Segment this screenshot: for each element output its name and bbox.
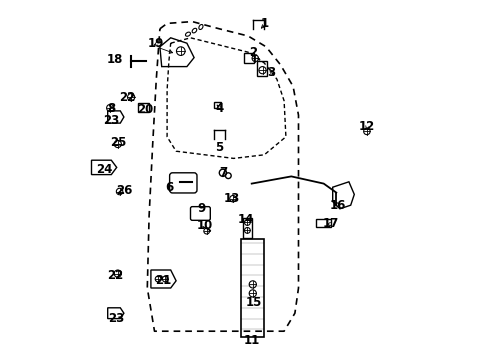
Text: 24: 24: [96, 163, 112, 176]
Text: 13: 13: [224, 192, 240, 204]
Text: 10: 10: [196, 219, 213, 231]
Bar: [213, 102, 221, 108]
Text: 19: 19: [148, 37, 164, 50]
Text: 12: 12: [358, 120, 374, 132]
Text: 1: 1: [260, 17, 268, 30]
Text: 2: 2: [249, 46, 257, 59]
Text: 7: 7: [219, 166, 226, 179]
Text: 22: 22: [106, 269, 123, 282]
Text: 17: 17: [322, 217, 338, 230]
Text: 3: 3: [267, 66, 275, 78]
Bar: [316, 219, 330, 227]
Text: 22: 22: [119, 91, 135, 104]
Text: 18: 18: [106, 53, 123, 66]
Bar: [243, 218, 251, 238]
Text: 11: 11: [243, 334, 259, 347]
Text: 9: 9: [197, 202, 205, 215]
Text: 25: 25: [110, 136, 126, 149]
Text: 6: 6: [164, 181, 173, 194]
Text: 16: 16: [329, 199, 346, 212]
Text: 20: 20: [137, 103, 153, 116]
Text: 4: 4: [215, 102, 223, 114]
Text: 23: 23: [108, 312, 124, 325]
Text: 5: 5: [215, 141, 223, 154]
Text: 15: 15: [245, 296, 261, 309]
Text: 26: 26: [116, 184, 132, 197]
Text: 14: 14: [238, 213, 254, 226]
Text: 21: 21: [155, 274, 171, 287]
Bar: [241, 239, 264, 337]
Text: 23: 23: [103, 114, 119, 127]
Text: 8: 8: [107, 102, 115, 114]
Bar: [138, 103, 149, 112]
